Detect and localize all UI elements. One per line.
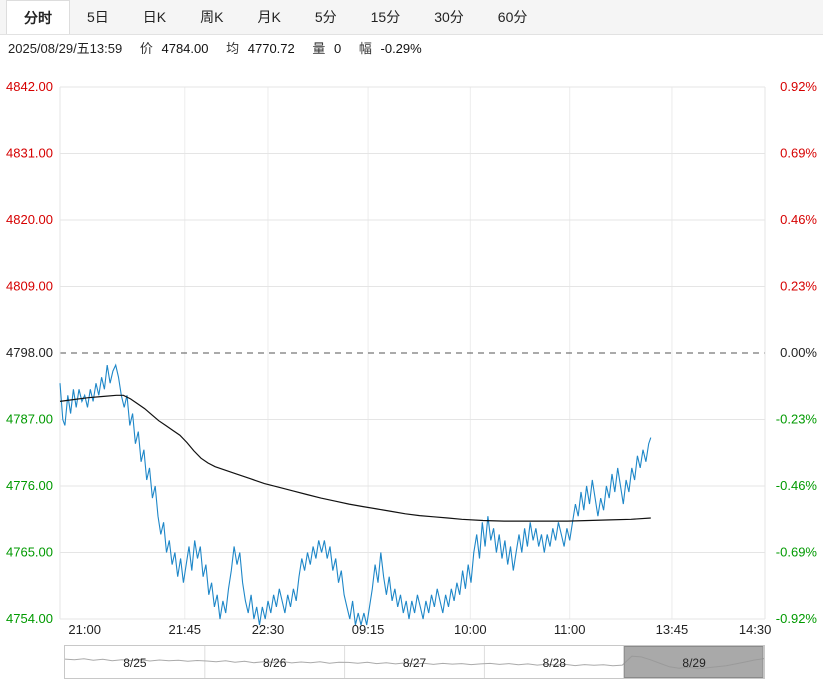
y-axis-percent-label: 0.69% [780,146,817,161]
nav-date-label-8-28: 8/28 [543,656,567,670]
time-label: 21:00 [68,622,101,637]
tab-5fen[interactable]: 5分 [314,9,337,25]
tab-bar: 分时 5日 日K 周K 月K 5分 15分 30分 60分 [0,0,823,35]
time-label: 10:00 [454,622,487,637]
y-axis-percent-label: 0.00% [780,345,817,360]
info-range-label: 幅 [358,41,372,56]
y-axis-price-label: 4754.00 [6,611,53,626]
nav-date-label-8-26: 8/26 [263,656,287,670]
info-range-value: -0.29% [380,41,422,56]
y-axis-percent-label: -0.69% [776,545,818,560]
y-axis-percent-label: 0.23% [780,279,817,294]
price-line [59,363,652,626]
time-label: 09:15 [352,622,385,637]
intraday-chart-canvas[interactable]: 4842.00 0.92% 4831.00 0.69% 4820.00 0.46% 4809… [0,63,823,639]
y-axis-percent-label: -0.46% [776,478,818,493]
y-axis-percent-label: -0.23% [776,412,818,427]
time-label: 14:30 [739,622,772,637]
chart-area: 4842.00 0.92% 4831.00 0.69% 4820.00 0.46% 4809… [0,63,823,639]
tab-yuek[interactable]: 月K [257,9,281,25]
tab-30fen[interactable]: 30分 [434,9,464,25]
time-label: 11:00 [554,622,586,637]
info-bar: 2025/08/29/五13:59 价 4784.00 均 4770.72 量 … [0,35,823,63]
info-volume-value: 0 [334,41,342,56]
nav-date-label-8-25: 8/25 [123,656,147,670]
info-price-label: 价 [139,41,153,56]
info-datetime: 2025/08/29/五13:59 [8,41,123,56]
y-axis-price-label: 4831.00 [6,146,53,161]
info-price-value: 4784.00 [161,41,209,56]
y-axis-price-label: 4798.00 [6,345,53,360]
time-label: 21:45 [169,622,202,637]
time-label: 22:30 [252,622,285,637]
nav-date-label-8-27: 8/27 [403,656,427,670]
average-line [59,394,651,522]
navigator-selection[interactable] [623,646,764,678]
tab-5ri[interactable]: 5日 [87,9,109,25]
tab-60fen[interactable]: 60分 [497,9,528,25]
info-volume-label: 量 [312,41,326,56]
tab-fenshi[interactable]: 分时 [6,0,70,34]
y-axis-percent-label: -0.92% [776,611,818,626]
y-axis-price-label: 4776.00 [6,478,53,493]
y-axis-price-label: 4787.00 [6,412,53,427]
info-avg-value: 4770.72 [247,41,295,56]
tab-zhouk[interactable]: 周K [200,9,224,25]
nav-date-label-8-29: 8/29 [682,656,706,670]
y-axis-price-label: 4820.00 [6,212,53,227]
y-axis-price-label: 4842.00 [6,79,53,94]
date-navigator: 8/25 8/26 8/27 8/28 8/29 [64,645,765,679]
y-axis-percent-label: 0.46% [780,212,817,227]
y-axis-price-label: 4809.00 [6,279,53,294]
tab-15fen[interactable]: 15分 [370,9,401,25]
tab-rik[interactable]: 日K [142,9,167,25]
y-axis-price-label: 4765.00 [6,545,53,560]
y-axis-percent-label: 0.92% [780,79,817,94]
time-label: 13:45 [656,622,689,637]
info-avg-label: 均 [226,41,240,56]
navigator-canvas[interactable]: 8/25 8/26 8/27 8/28 8/29 [65,646,764,678]
